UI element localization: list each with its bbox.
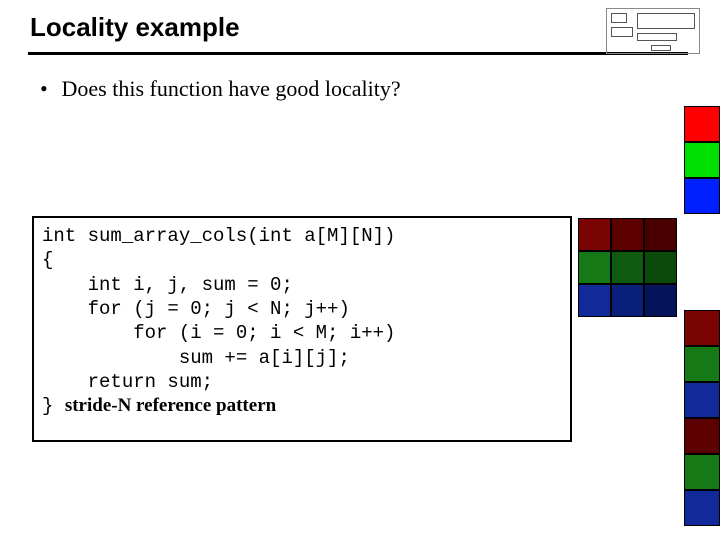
cell: [684, 310, 720, 346]
cell: [684, 142, 720, 178]
code-box: int sum_array_cols(int a[M][N]) { int i,…: [32, 216, 572, 442]
code-note: stride-N reference pattern: [65, 395, 276, 416]
cell: [684, 454, 720, 490]
cell: [684, 178, 720, 214]
cell: [611, 284, 644, 317]
code-line: {: [42, 248, 562, 272]
bullet-dot: •: [40, 76, 56, 102]
code-line: } stride-N reference pattern: [42, 394, 562, 418]
cell: [684, 490, 720, 526]
code-line: for (i = 0; i < M; i++): [42, 321, 562, 345]
tail-column-2: [684, 454, 720, 526]
cell: [684, 418, 720, 454]
cell: [611, 218, 644, 251]
bullet-text: Does this function have good locality?: [62, 76, 401, 101]
cell: [684, 382, 720, 418]
code-line: for (j = 0; j < N; j++): [42, 297, 562, 321]
cell: [644, 284, 677, 317]
corner-diagram: [606, 8, 700, 54]
tail-column-1: [684, 310, 720, 454]
cell: [684, 106, 720, 142]
cell: [578, 251, 611, 284]
title-rule: [28, 52, 688, 55]
cell: [611, 251, 644, 284]
cell: [578, 218, 611, 251]
code-line: return sum;: [42, 370, 562, 394]
code-line: int sum_array_cols(int a[M][N]): [42, 224, 562, 248]
bright-column: [684, 106, 720, 214]
code-line: sum += a[i][j];: [42, 346, 562, 370]
cell: [644, 251, 677, 284]
bullet-line: • Does this function have good locality?: [40, 76, 401, 102]
cell: [578, 284, 611, 317]
code-line: int i, j, sum = 0;: [42, 273, 562, 297]
dark-grid: [578, 218, 677, 317]
cell: [644, 218, 677, 251]
cell: [684, 346, 720, 382]
slide-title: Locality example: [30, 12, 240, 43]
